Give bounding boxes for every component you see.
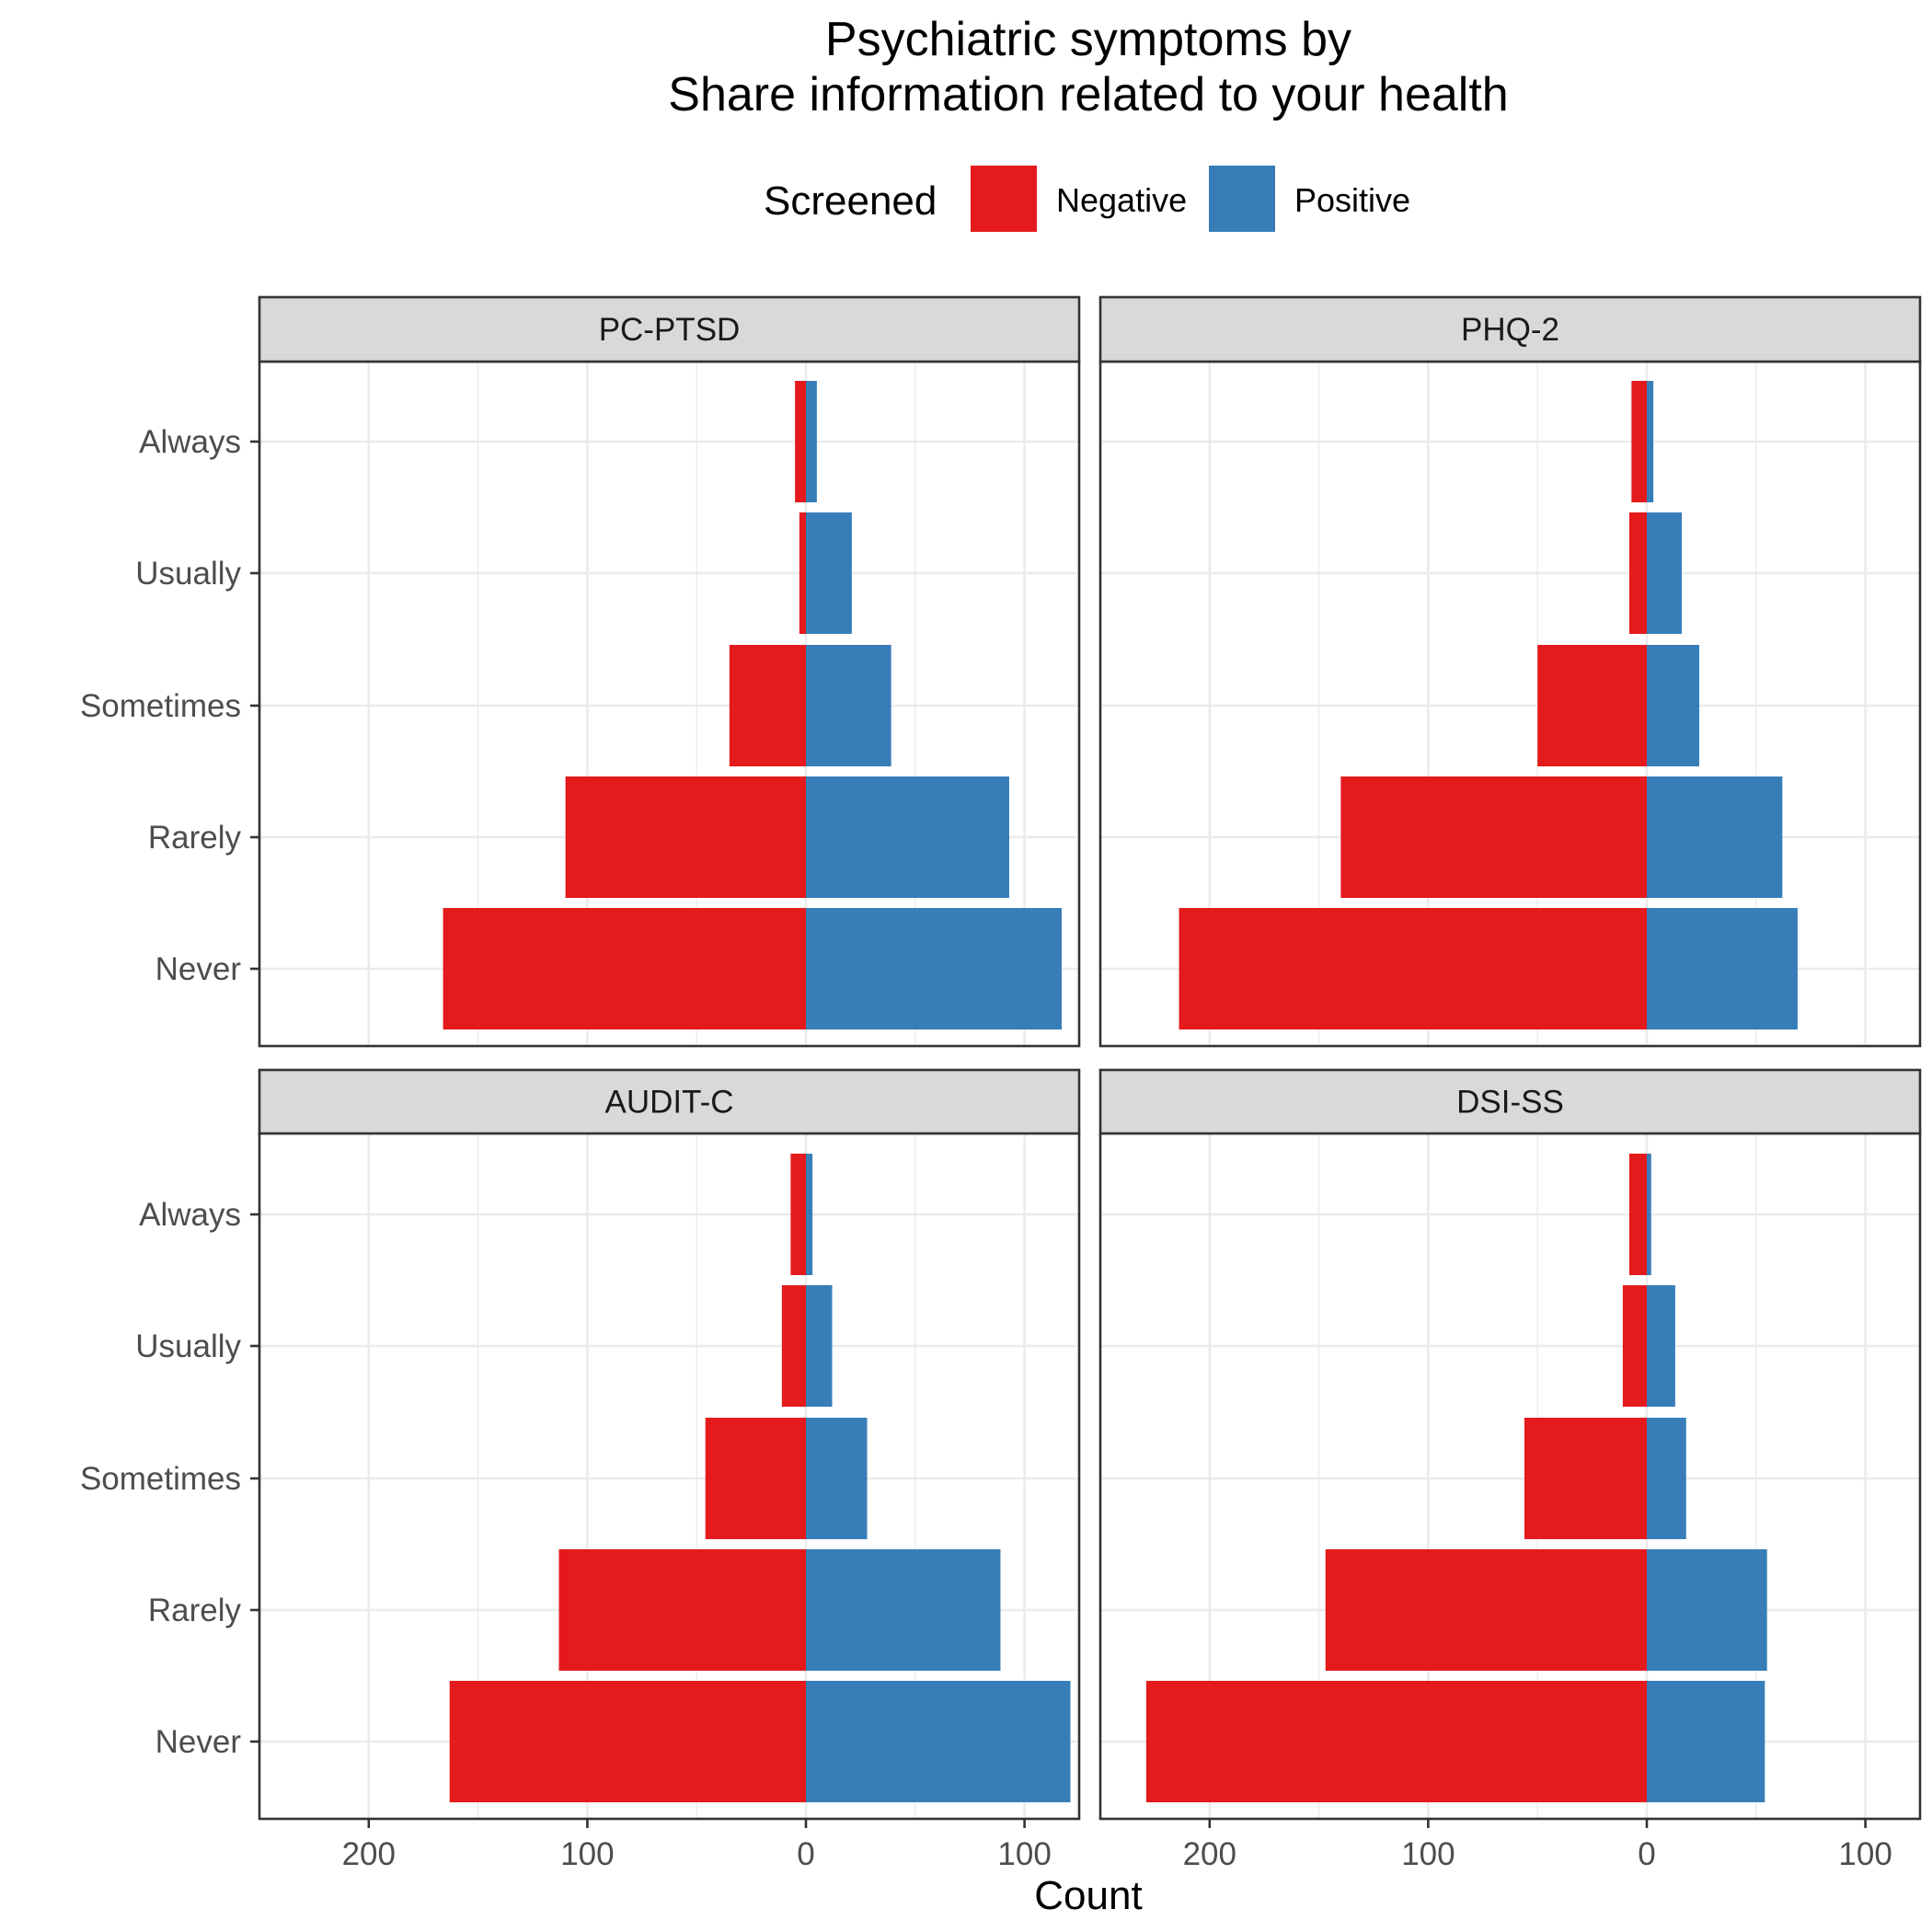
y-tick-label: Usually xyxy=(135,556,241,592)
x-tick-label: 100 xyxy=(1401,1836,1455,1872)
y-tick-label: Rarely xyxy=(148,820,242,856)
bar-pc-ptsd-positive-always xyxy=(806,381,817,502)
bar-pc-ptsd-positive-usually xyxy=(806,512,852,634)
bar-phq-2-positive-always xyxy=(1647,381,1654,502)
bar-pc-ptsd-positive-never xyxy=(806,908,1062,1029)
bar-phq-2-negative-always xyxy=(1631,381,1647,502)
chart-title-line-1: Psychiatric symptoms by xyxy=(825,13,1351,66)
bar-phq-2-positive-rarely xyxy=(1647,776,1783,898)
bar-phq-2-positive-sometimes xyxy=(1647,645,1700,766)
bar-phq-2-negative-rarely xyxy=(1340,776,1647,898)
bar-pc-ptsd-positive-rarely xyxy=(806,776,1009,898)
bar-pc-ptsd-negative-usually xyxy=(799,512,806,634)
x-tick-label: 0 xyxy=(797,1836,814,1872)
y-tick-label: Sometimes xyxy=(80,688,241,724)
strip-background xyxy=(258,1068,1081,1135)
panel-audit-c: AUDIT-C Never Rarely Sometimes Usually Always… xyxy=(80,1068,1081,1872)
bar-phq-2-positive-usually xyxy=(1647,512,1683,634)
bar-audit-c-positive-never xyxy=(806,1681,1071,1802)
panel-dsi-ss: DSI-SS 200 100 0 100 xyxy=(1098,1068,1922,1872)
bar-audit-c-negative-never xyxy=(449,1681,806,1802)
legend-swatch-positive xyxy=(1209,166,1275,232)
x-tick-label: 200 xyxy=(342,1836,396,1872)
bar-dsi-ss-positive-usually xyxy=(1647,1285,1675,1407)
x-tick-label: 100 xyxy=(997,1836,1051,1872)
panel-pc-ptsd: PC-PTSD Never Rarely Sometimes Usually Always xyxy=(80,295,1081,1048)
x-tick-label: 100 xyxy=(560,1836,614,1872)
legend-swatch-negative xyxy=(971,166,1037,232)
bar-pc-ptsd-negative-sometimes xyxy=(729,645,806,766)
legend-label-positive: Positive xyxy=(1294,181,1410,219)
strip-label: DSI-SS xyxy=(1456,1085,1564,1121)
bar-audit-c-positive-sometimes xyxy=(806,1418,868,1539)
legend-label-negative: Negative xyxy=(1056,181,1187,219)
legend: Screened Negative Positive xyxy=(764,166,1410,232)
bar-phq-2-negative-never xyxy=(1179,908,1647,1029)
bar-pc-ptsd-negative-rarely xyxy=(565,776,806,898)
bar-dsi-ss-negative-usually xyxy=(1622,1285,1647,1407)
strip-background xyxy=(1098,295,1922,363)
bar-audit-c-negative-usually xyxy=(781,1285,806,1407)
bar-dsi-ss-positive-sometimes xyxy=(1647,1418,1686,1539)
bar-pc-ptsd-positive-sometimes xyxy=(806,645,891,766)
bar-pc-ptsd-negative-never xyxy=(443,908,806,1029)
chart-title-line-2: Share information related to your health xyxy=(668,68,1508,121)
strip-background xyxy=(1098,1068,1922,1135)
x-axis-title: Count xyxy=(1034,1873,1142,1918)
bar-audit-c-positive-rarely xyxy=(806,1549,1001,1671)
y-tick-label: Sometimes xyxy=(80,1461,241,1497)
bar-dsi-ss-positive-never xyxy=(1647,1681,1765,1802)
strip-label: PHQ-2 xyxy=(1461,312,1559,348)
y-tick-label: Never xyxy=(155,951,242,987)
bar-dsi-ss-negative-rarely xyxy=(1325,1549,1647,1671)
bar-dsi-ss-negative-always xyxy=(1628,1154,1647,1275)
bar-phq-2-positive-never xyxy=(1647,908,1798,1029)
strip-label: AUDIT-C xyxy=(605,1085,734,1121)
x-tick-label: 200 xyxy=(1183,1836,1236,1872)
x-tick-label: 0 xyxy=(1638,1836,1655,1872)
strip-label: PC-PTSD xyxy=(599,312,741,348)
y-tick-label: Always xyxy=(139,424,241,460)
bar-audit-c-positive-usually xyxy=(806,1285,833,1407)
y-tick-label: Never xyxy=(155,1724,242,1760)
y-tick-label: Always xyxy=(139,1197,241,1233)
y-tick-label: Rarely xyxy=(148,1593,242,1628)
panel-phq-2: PHQ-2 xyxy=(1098,295,1922,1048)
bar-pc-ptsd-negative-always xyxy=(795,381,806,502)
bar-dsi-ss-positive-always xyxy=(1647,1154,1651,1275)
bar-audit-c-negative-rarely xyxy=(558,1549,806,1671)
bar-dsi-ss-negative-sometimes xyxy=(1524,1418,1647,1539)
legend-title: Screened xyxy=(764,178,937,224)
bar-dsi-ss-positive-rarely xyxy=(1647,1549,1767,1671)
bar-phq-2-negative-sometimes xyxy=(1537,645,1647,766)
strip-background xyxy=(258,295,1081,363)
facet-panels: PC-PTSD Never Rarely Sometimes Usually Always… xyxy=(80,295,1922,1872)
y-tick-label: Usually xyxy=(135,1328,241,1364)
bar-audit-c-negative-always xyxy=(790,1154,806,1275)
bar-audit-c-positive-always xyxy=(806,1154,813,1275)
bar-dsi-ss-negative-never xyxy=(1145,1681,1647,1802)
bar-phq-2-negative-usually xyxy=(1628,512,1647,634)
x-tick-label: 100 xyxy=(1838,1836,1892,1872)
bar-audit-c-negative-sometimes xyxy=(705,1418,806,1539)
